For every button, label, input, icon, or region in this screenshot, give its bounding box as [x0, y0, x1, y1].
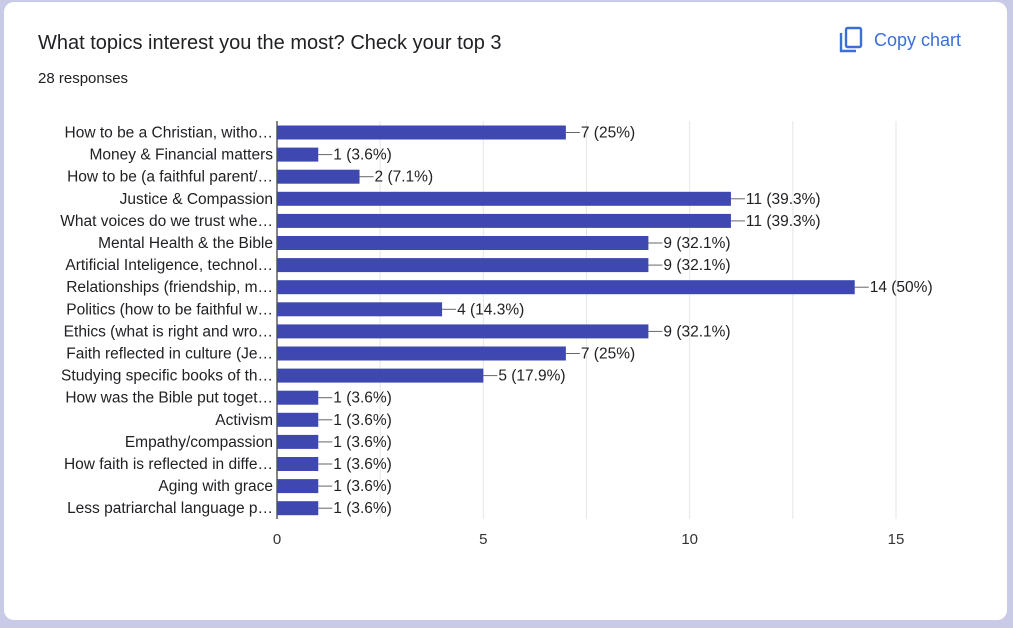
- category-label: Politics (how to be faithful w…: [66, 301, 273, 318]
- category-label: Mental Health & the Bible: [98, 235, 273, 252]
- copy-icon: [838, 26, 864, 54]
- bar: [277, 125, 566, 140]
- category-label: How was the Bible put toget…: [65, 390, 273, 407]
- data-label: 9 (32.1%): [663, 235, 730, 252]
- bar: [277, 213, 731, 228]
- category-label: Less patriarchal language p…: [67, 500, 273, 517]
- bar: [277, 457, 319, 471]
- bar: [277, 236, 649, 250]
- x-tick-label: 15: [888, 531, 905, 548]
- data-label: 1 (3.6%): [333, 456, 392, 473]
- bar: [277, 258, 649, 273]
- category-label: How faith is reflected in diffe…: [64, 456, 273, 473]
- chart-title: What topics interest you the most? Check…: [38, 32, 502, 54]
- category-label: How to be (a faithful parent/…: [67, 169, 273, 186]
- category-label: How to be a Christian, witho…: [65, 125, 273, 142]
- data-label: 9 (32.1%): [663, 257, 730, 274]
- category-label: Money & Financial matters: [90, 147, 274, 164]
- data-label: 1 (3.6%): [333, 390, 392, 407]
- category-label: Empathy/compassion: [125, 434, 273, 451]
- bar: [277, 501, 319, 516]
- category-label: Relationships (friendship, m…: [66, 279, 273, 296]
- category-label: Justice & Compassion: [120, 191, 273, 208]
- x-tick-label: 10: [681, 531, 698, 548]
- copy-chart-label: Copy chart: [874, 29, 962, 50]
- bar: [277, 302, 443, 317]
- x-tick-label: 5: [479, 531, 487, 548]
- category-label: Faith reflected in culture (Je…: [66, 346, 273, 363]
- data-label: 1 (3.6%): [333, 478, 392, 495]
- data-label: 7 (25%): [581, 346, 635, 363]
- data-label: 4 (14.3%): [457, 301, 524, 318]
- category-label: Artificial Inteligence, technol…: [65, 257, 273, 274]
- data-label: 1 (3.6%): [333, 500, 392, 517]
- bar: [277, 191, 731, 206]
- category-label: What voices do we trust whe…: [60, 213, 273, 230]
- bar-chart: 0 5 10 15 How to be a Christian, witho… 7 (25…: [60, 121, 933, 548]
- data-label: 9 (32.1%): [663, 323, 730, 340]
- bar: [277, 412, 319, 427]
- bar: [277, 434, 319, 449]
- bar: [277, 324, 649, 339]
- category-label: Ethics (what is right and wro…: [64, 323, 273, 340]
- data-label: 7 (25%): [581, 125, 635, 142]
- category-label: Studying specific books of th…: [61, 368, 273, 385]
- category-label: Aging with grace: [158, 478, 273, 495]
- data-label: 5 (17.9%): [498, 368, 565, 385]
- x-tick-label: 0: [273, 531, 281, 548]
- category-label: Activism: [215, 412, 273, 429]
- data-label: 1 (3.6%): [333, 434, 392, 451]
- copy-chart-button[interactable]: Copy chart: [830, 22, 969, 58]
- bar: [277, 280, 855, 295]
- bar: [277, 346, 566, 361]
- bar: [277, 368, 484, 383]
- data-label: 11 (39.3%): [746, 213, 821, 230]
- bar: [277, 390, 319, 405]
- bar: [277, 479, 319, 494]
- data-label: 14 (50%): [870, 279, 933, 296]
- chart-card: What topics interest you the most? Check…: [4, 2, 1007, 620]
- data-label: 1 (3.6%): [333, 147, 392, 164]
- response-count: 28 responses: [38, 70, 129, 87]
- bar: [277, 147, 319, 162]
- data-label: 1 (3.6%): [333, 412, 392, 429]
- data-label: 2 (7.1%): [375, 169, 434, 186]
- data-label: 11 (39.3%): [746, 191, 821, 208]
- bar: [277, 169, 360, 184]
